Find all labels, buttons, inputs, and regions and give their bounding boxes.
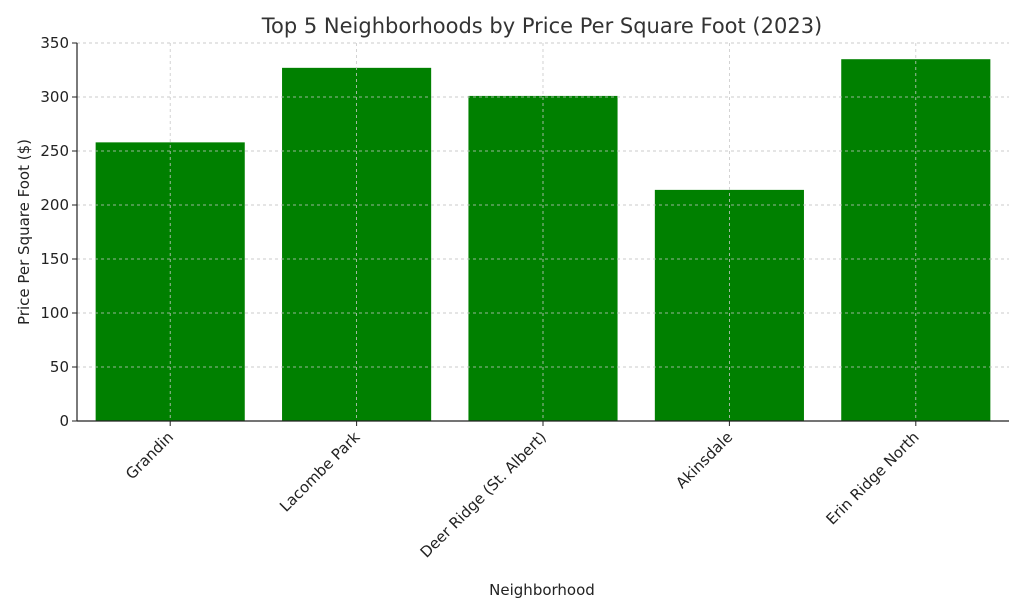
x-tick-label: Deer Ridge (St. Albert)	[417, 428, 550, 561]
y-tick-label: 350	[40, 34, 69, 52]
y-tick-label: 300	[40, 88, 69, 106]
y-tick-label: 150	[40, 250, 69, 268]
y-tick-label: 200	[40, 196, 69, 214]
y-tick-label: 50	[50, 358, 69, 376]
bar	[654, 189, 804, 421]
bars	[95, 59, 991, 422]
bar	[468, 95, 618, 422]
x-tick-label: Lacombe Park	[276, 428, 364, 516]
chart-title: Top 5 Neighborhoods by Price Per Square …	[261, 14, 823, 38]
x-tick-label: Akinsdale	[672, 428, 736, 492]
bar	[841, 59, 991, 421]
x-ticks: Grandin Lacombe Park Deer Ridge (St. Alber…	[122, 421, 923, 561]
y-tick-label: 0	[59, 412, 69, 430]
x-axis-label: Neighborhood	[489, 581, 595, 599]
x-tick-label: Grandin	[122, 428, 177, 483]
y-tick-label: 250	[40, 142, 69, 160]
y-ticks: 0 50 100 150 200 250 300 350	[40, 34, 77, 430]
y-tick-label: 100	[40, 304, 69, 322]
y-axis-label: Price Per Square Foot ($)	[15, 139, 33, 325]
x-tick-label: Erin Ridge North	[822, 428, 922, 528]
